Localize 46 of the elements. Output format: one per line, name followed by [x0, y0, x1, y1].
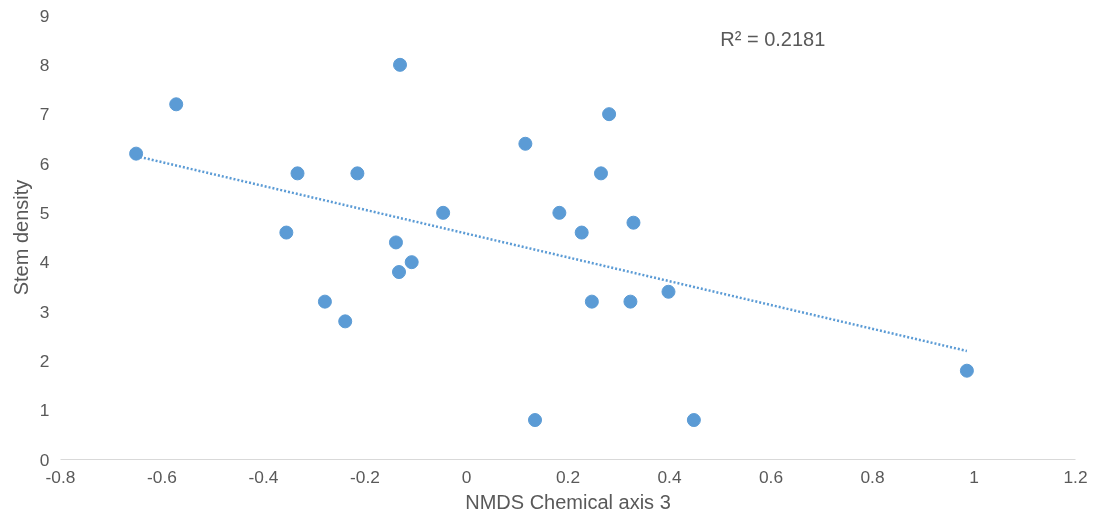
point [436, 205, 451, 220]
point [528, 413, 543, 428]
y-tick-label: 2 [39, 350, 50, 371]
x-tick-label: 0 [461, 466, 472, 487]
point [317, 294, 332, 309]
x-tick-label: -0.6 [147, 466, 177, 487]
x-tick-label: 1 [969, 466, 979, 487]
x-tick-label: -0.2 [350, 466, 380, 487]
point [626, 215, 641, 230]
point [552, 205, 567, 220]
point [129, 146, 144, 161]
x-axis-title: NMDS Chemical axis 3 [465, 490, 671, 513]
point [388, 235, 403, 250]
x-tick-label: -0.4 [248, 466, 279, 487]
x-tick-label: 1.2 [1063, 466, 1088, 487]
y-axis-title: Stem density [9, 179, 32, 296]
annotation: R² = 0.2181 [720, 28, 826, 51]
x-tick-label: 0.8 [860, 466, 885, 487]
point [518, 136, 533, 151]
point [602, 107, 617, 122]
y-tick-label: 1 [39, 400, 50, 421]
y-tick-label: 8 [39, 54, 50, 75]
point [593, 166, 608, 181]
x-tick-label: 0.6 [758, 466, 784, 487]
y-tick-label: 9 [39, 5, 50, 26]
point [338, 314, 353, 329]
point [279, 225, 294, 240]
point [350, 166, 365, 181]
point [959, 363, 974, 378]
point [290, 166, 305, 181]
y-tick-label: 6 [39, 153, 50, 174]
point [574, 225, 589, 240]
y-tick-label: 4 [39, 252, 50, 273]
y-tick-label: 3 [39, 301, 50, 322]
point [169, 97, 184, 112]
point [686, 413, 701, 428]
point [584, 294, 599, 309]
point [393, 57, 408, 72]
point [392, 265, 406, 280]
point [661, 284, 676, 299]
x-tick-label: 0.4 [657, 466, 682, 487]
y-tick-label: 7 [39, 104, 50, 125]
point [404, 255, 419, 270]
point [623, 294, 638, 309]
x-tick-label: 0.2 [555, 466, 581, 487]
y-tick-label: 5 [39, 202, 50, 223]
